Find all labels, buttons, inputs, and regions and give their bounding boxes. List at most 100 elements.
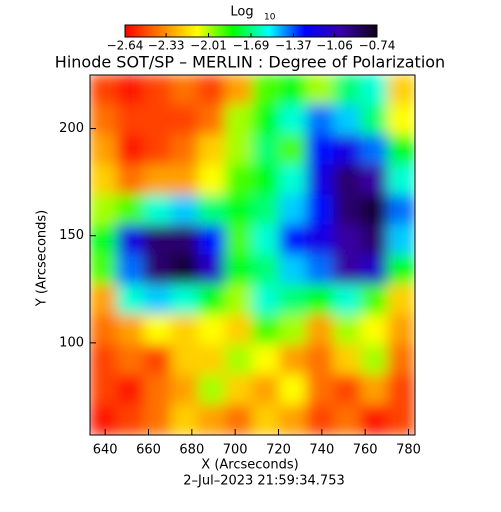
- cell: [197, 404, 226, 435]
- cell: [224, 314, 253, 346]
- cell: [333, 284, 362, 316]
- chart-title: Hinode SOT/SP – MERLIN : Degree of Polar…: [55, 53, 445, 72]
- cell: [333, 344, 362, 376]
- cell: [333, 164, 362, 196]
- colorbar-tick-label: −2.64: [107, 39, 144, 53]
- cell: [224, 254, 253, 286]
- cell: [170, 374, 199, 406]
- cell: [197, 344, 226, 376]
- colorbar-label: Log: [230, 5, 253, 20]
- cell: [279, 194, 308, 226]
- cell: [252, 374, 281, 406]
- cell: [360, 104, 389, 136]
- cell: [333, 194, 362, 226]
- plot-frame: [89, 74, 416, 436]
- x-tick-label: 680: [179, 443, 204, 458]
- cell: [90, 75, 118, 106]
- cell: [306, 164, 335, 196]
- image-area: [90, 75, 415, 435]
- cell: [116, 314, 145, 346]
- cell: [387, 134, 415, 166]
- cell: [279, 134, 308, 166]
- cell: [197, 224, 226, 256]
- cell: [333, 104, 362, 136]
- cell: [306, 104, 335, 136]
- cell: [387, 374, 415, 406]
- cell: [116, 194, 145, 226]
- cell: [224, 134, 253, 166]
- cell: [197, 374, 226, 406]
- cell: [143, 254, 172, 286]
- cell: [306, 254, 335, 286]
- cell: [90, 344, 118, 376]
- cell: [360, 75, 389, 106]
- cell: [387, 104, 415, 136]
- cell: [197, 314, 226, 346]
- cell: [224, 374, 253, 406]
- cell: [143, 104, 172, 136]
- cell: [116, 104, 145, 136]
- cell: [387, 254, 415, 286]
- cell: [306, 374, 335, 406]
- cell: [170, 314, 199, 346]
- cell: [387, 314, 415, 346]
- colorbar-tick-label: −2.01: [190, 39, 227, 53]
- cell: [143, 134, 172, 166]
- x-tick-label: 780: [396, 443, 421, 458]
- cell: [197, 284, 226, 316]
- cell: [143, 314, 172, 346]
- cell: [197, 104, 226, 136]
- x-axis-label: X (Arcseconds): [201, 458, 298, 473]
- cell: [170, 224, 199, 256]
- cell: [197, 75, 226, 106]
- cell: [224, 75, 253, 106]
- cell: [333, 224, 362, 256]
- y-tick-label: 100: [59, 335, 84, 350]
- cell: [116, 224, 145, 256]
- cell: [306, 194, 335, 226]
- cell: [360, 344, 389, 376]
- cell: [306, 134, 335, 166]
- colorbar-tick-label: −0.74: [359, 39, 396, 53]
- cell: [279, 374, 308, 406]
- cell: [143, 75, 172, 106]
- colorbar-tick-label: −1.06: [316, 39, 353, 53]
- cell: [387, 344, 415, 376]
- cell: [116, 254, 145, 286]
- cell: [116, 134, 145, 166]
- cell: [252, 314, 281, 346]
- cell: [90, 254, 118, 286]
- cell: [333, 314, 362, 346]
- cell: [279, 104, 308, 136]
- cell: [170, 284, 199, 316]
- cell: [387, 404, 415, 435]
- cell: [197, 164, 226, 196]
- cell: [279, 224, 308, 256]
- cell: [143, 224, 172, 256]
- image: [90, 75, 415, 435]
- cell: [279, 164, 308, 196]
- cell: [170, 104, 199, 136]
- cell: [116, 75, 145, 106]
- cell: [360, 164, 389, 196]
- colorbar-tick-label: −2.33: [148, 39, 185, 53]
- cell: [170, 75, 199, 106]
- cell: [170, 164, 199, 196]
- cell: [143, 194, 172, 226]
- cell: [252, 194, 281, 226]
- cell: [252, 104, 281, 136]
- cell: [279, 344, 308, 376]
- cell: [387, 75, 415, 106]
- cell: [90, 104, 118, 136]
- footer-date: 2–Jul–2023 21:59:34.753: [183, 474, 345, 489]
- colorbar-tick-label: −1.37: [275, 39, 312, 53]
- cell: [143, 164, 172, 196]
- cell: [360, 284, 389, 316]
- cell: [387, 164, 415, 196]
- cell: [252, 75, 281, 106]
- cell: [224, 224, 253, 256]
- y-tick-label: 150: [59, 228, 84, 243]
- cell: [170, 254, 199, 286]
- cell: [387, 224, 415, 256]
- cell: [252, 284, 281, 316]
